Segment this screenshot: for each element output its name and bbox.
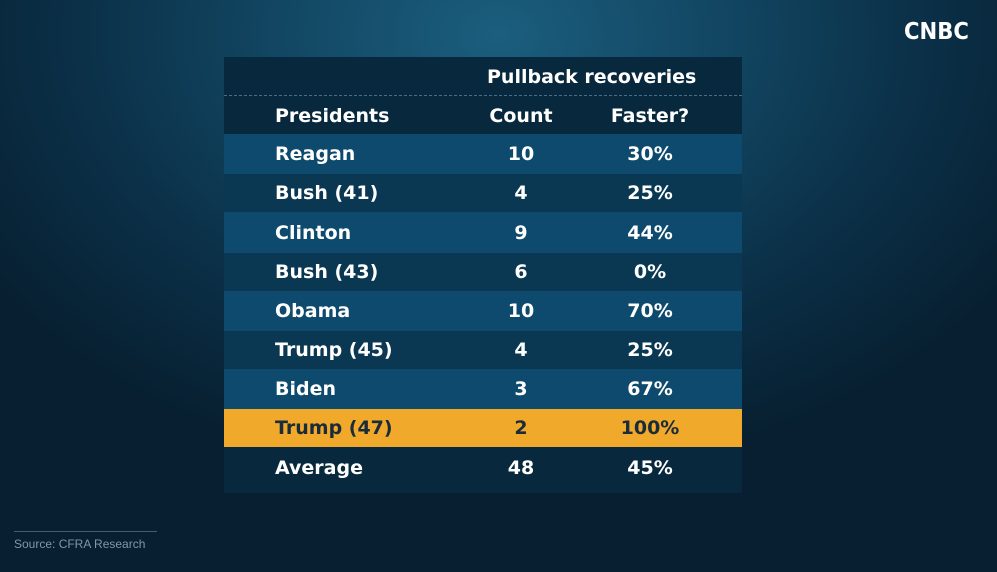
faster-value: 25% — [627, 182, 673, 204]
president-name: Trump (47) — [275, 417, 393, 439]
count-value: 10 — [507, 300, 535, 322]
president-name: Obama — [275, 300, 351, 322]
count-value: 3 — [514, 378, 528, 400]
count-value: 4 — [514, 339, 528, 361]
count-value: 48 — [507, 456, 535, 479]
president-name: Reagan — [275, 143, 356, 165]
president-name: Average — [275, 456, 363, 479]
faster-value: 45% — [627, 456, 673, 479]
table-row: Bush (43) 6 0% — [224, 253, 742, 291]
column-header-presidents: Presidents — [275, 105, 390, 127]
faster-value: 25% — [627, 339, 673, 361]
average-row: Average 48 45% — [224, 447, 742, 488]
faster-value: 30% — [627, 143, 673, 165]
faster-value: 70% — [627, 300, 673, 322]
faster-value: 0% — [633, 261, 667, 283]
president-name: Biden — [275, 378, 337, 400]
table-row: Obama 10 70% — [224, 291, 742, 331]
group-header: Pullback recoveries — [224, 57, 742, 95]
table-row: Reagan 10 30% — [224, 134, 742, 174]
recoveries-table: Pullback recoveries Presidents Count Fas… — [224, 57, 742, 493]
count-value: 9 — [514, 221, 528, 244]
table-row: Trump (47) 2 100% — [224, 409, 742, 447]
faster-value: 44% — [627, 221, 673, 244]
source-rule — [14, 531, 157, 532]
table-row: Biden 3 67% — [224, 369, 742, 409]
count-value: 4 — [514, 182, 528, 204]
column-header-count: Count — [489, 105, 553, 127]
table-row: Clinton 9 44% — [224, 212, 742, 253]
cnbc-logo: CNBC — [904, 19, 969, 45]
count-value: 6 — [514, 261, 528, 283]
header-divider — [224, 95, 742, 96]
group-header-label: Pullback recoveries — [487, 66, 697, 88]
faster-value: 100% — [620, 417, 680, 439]
source-note: Source: CFRA Research — [14, 537, 146, 551]
column-headers: Presidents Count Faster? — [224, 95, 742, 133]
president-name: Trump (45) — [275, 339, 393, 361]
column-header-faster: Faster? — [610, 105, 690, 127]
count-value: 2 — [514, 417, 528, 439]
count-value: 10 — [507, 143, 535, 165]
president-name: Bush (43) — [275, 261, 379, 283]
table-row: Trump (45) 4 25% — [224, 331, 742, 369]
table-row: Bush (41) 4 25% — [224, 174, 742, 212]
president-name: Bush (41) — [275, 182, 379, 204]
faster-value: 67% — [627, 378, 673, 400]
president-name: Clinton — [275, 221, 352, 244]
